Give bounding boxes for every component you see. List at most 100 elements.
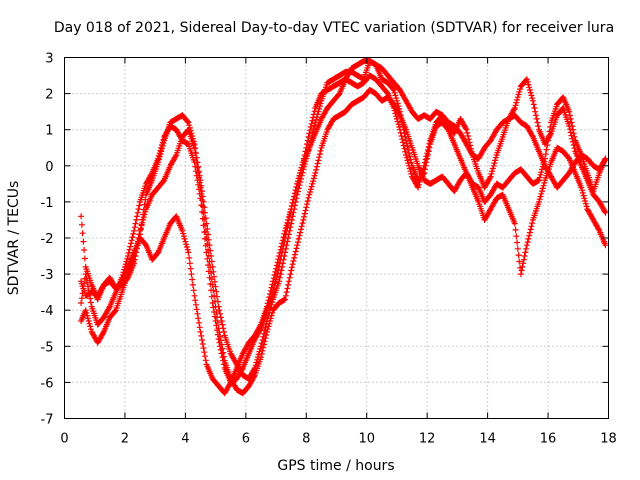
- data-point: [415, 181, 422, 188]
- data-point: [208, 287, 215, 294]
- y-tick-label: -3: [41, 268, 54, 283]
- data-point: [307, 189, 314, 195]
- data-point: [87, 295, 94, 302]
- data-point: [282, 296, 289, 303]
- data-point: [198, 202, 205, 209]
- data-point: [396, 124, 403, 130]
- data-point: [521, 253, 528, 259]
- data-point: [185, 119, 192, 126]
- data-point: [294, 242, 301, 249]
- data-point: [86, 320, 93, 327]
- data-point: [284, 285, 291, 292]
- data-point: [205, 268, 212, 275]
- data-point: [211, 313, 218, 320]
- data-point: [137, 227, 144, 234]
- data-point: [465, 133, 471, 139]
- data-point: [518, 267, 525, 274]
- data-point: [300, 216, 307, 223]
- data-point: [537, 193, 544, 200]
- data-point: [526, 229, 533, 236]
- data-point: [418, 170, 425, 177]
- data-point: [268, 284, 275, 291]
- data-point: [523, 76, 530, 83]
- data-point: [78, 221, 85, 228]
- data-point: [421, 162, 428, 169]
- data-point: [186, 254, 193, 261]
- data-point: [201, 229, 208, 236]
- data-point: [535, 123, 542, 130]
- data-point: [298, 223, 305, 230]
- y-tick-label: 2: [45, 88, 53, 103]
- data-point: [417, 176, 424, 183]
- data-point: [193, 172, 200, 179]
- data-point: [182, 238, 189, 245]
- data-point: [199, 341, 206, 347]
- data-point: [305, 133, 312, 140]
- data-point: [279, 240, 286, 247]
- data-point: [83, 309, 90, 316]
- data-point: [602, 242, 609, 249]
- data-point: [579, 189, 586, 196]
- series-track-1: [78, 58, 609, 382]
- x-tick-label: 0: [60, 432, 68, 447]
- data-point: [282, 227, 289, 234]
- data-point: [514, 245, 521, 252]
- x-tick-label: 8: [302, 432, 310, 447]
- data-point: [420, 165, 427, 172]
- data-point: [526, 84, 533, 91]
- y-axis-label: SDTVAR / TECUs: [6, 181, 22, 296]
- data-point: [524, 239, 531, 246]
- data-point: [180, 230, 187, 237]
- data-point: [296, 172, 303, 179]
- data-point: [204, 255, 211, 262]
- data-point: [276, 274, 283, 281]
- data-point: [601, 156, 608, 163]
- data-point: [289, 199, 296, 206]
- data-point: [133, 216, 140, 223]
- data-point: [398, 133, 405, 139]
- data-point: [188, 271, 195, 278]
- data-point: [127, 243, 134, 250]
- data-point: [489, 168, 496, 175]
- data-point: [179, 227, 186, 234]
- data-point: [78, 213, 85, 220]
- data-point: [515, 91, 522, 98]
- data-point: [421, 159, 428, 166]
- data-point: [568, 132, 575, 139]
- data-point: [290, 258, 297, 264]
- data-point: [294, 180, 301, 187]
- data-point: [258, 351, 265, 357]
- data-point: [406, 165, 413, 172]
- data-point: [213, 322, 220, 329]
- data-point: [407, 168, 414, 175]
- data-point: [310, 111, 317, 118]
- data-point: [291, 193, 298, 200]
- data-point: [124, 255, 131, 262]
- data-point: [406, 162, 412, 169]
- data-point: [296, 232, 303, 239]
- data-point: [211, 309, 218, 315]
- data-point: [203, 249, 210, 256]
- data-point: [267, 291, 273, 297]
- data-point: [542, 151, 549, 158]
- y-tick-label: -4: [41, 304, 54, 319]
- data-point: [197, 195, 204, 202]
- data-point: [390, 86, 397, 93]
- data-point: [269, 309, 276, 316]
- data-point: [134, 209, 141, 216]
- data-point: [140, 214, 147, 221]
- data-point: [158, 144, 165, 151]
- data-point: [601, 208, 608, 215]
- data-point: [543, 146, 550, 153]
- data-point: [201, 349, 208, 356]
- data-point: [517, 86, 524, 93]
- data-point: [288, 264, 295, 271]
- data-point: [187, 265, 194, 272]
- data-point: [491, 160, 498, 167]
- data-point: [135, 206, 142, 213]
- data-point: [529, 97, 536, 104]
- data-point: [527, 89, 534, 96]
- data-point: [297, 170, 304, 176]
- data-point: [293, 245, 300, 252]
